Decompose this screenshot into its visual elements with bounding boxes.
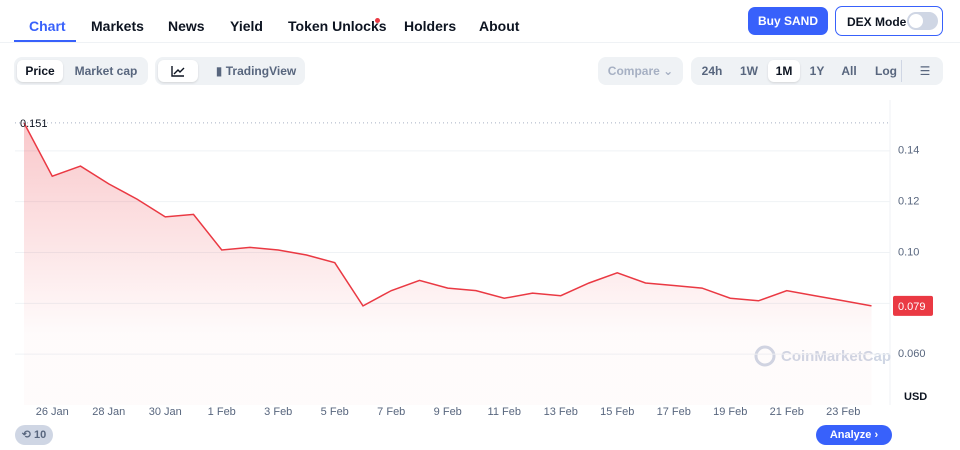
last-price-label: 0.079 [898, 301, 926, 313]
compare-button[interactable]: Compare ⌄ [598, 57, 683, 85]
unit-label: USD [904, 391, 927, 403]
tab[interactable]: Chart [29, 18, 66, 34]
dex-toggle[interactable]: DEX Mode [835, 6, 943, 36]
notification-dot [375, 18, 380, 23]
analyze-label: Analyze [829, 429, 872, 441]
switch [907, 12, 938, 30]
log-option[interactable]: Log [871, 60, 902, 82]
tab[interactable]: Token Unlocks [288, 18, 387, 34]
tradingview-label: TradingView [225, 64, 297, 78]
x-tick-label: 21 Feb [770, 406, 804, 418]
kind-option[interactable]: Market cap [74, 64, 138, 78]
active-indicator [14, 40, 76, 42]
kind-group: Price Market cap [14, 57, 148, 85]
x-tick-label: 7 Feb [377, 406, 405, 418]
tab[interactable]: News [168, 18, 205, 34]
x-tick-label: 11 Feb [488, 406, 521, 418]
history-count: 10 [34, 429, 47, 441]
history-badge[interactable]: ⟲ 10 [15, 425, 53, 445]
compare-text: Compare [607, 64, 660, 78]
range-option[interactable]: 1W [740, 64, 758, 78]
range-option[interactable]: 1M [768, 60, 800, 82]
divider [0, 42, 960, 43]
tab[interactable]: Yield [230, 18, 263, 34]
tab[interactable]: Markets [91, 18, 144, 34]
y-tick-label: 0.060 [898, 348, 926, 360]
x-tick-label: 17 Feb [657, 406, 691, 418]
x-tick-label: 15 Feb [600, 406, 634, 418]
dex-label: DEX Mode [847, 15, 907, 29]
tab[interactable]: About [479, 18, 520, 34]
high-label: 0.151 [20, 118, 48, 130]
x-tick-label: 5 Feb [321, 406, 349, 418]
y-tick-label: 0.10 [898, 246, 919, 258]
tab[interactable]: Holders [404, 18, 457, 34]
price-line [23, 122, 872, 307]
buy-button[interactable]: Buy SAND [748, 7, 828, 35]
kind-option[interactable]: Price [17, 60, 63, 82]
x-tick-label: 23 Feb [826, 406, 860, 418]
last-price-tag [893, 295, 933, 316]
x-tick-label: 30 Jan [149, 406, 182, 418]
y-tick-label: 0.12 [898, 196, 919, 208]
compare-label: Compare ⌄ [607, 64, 674, 78]
line-style[interactable] [158, 60, 198, 82]
style-group: ▮ TradingView [155, 57, 305, 85]
x-tick-label: 26 Jan [36, 406, 69, 418]
area [24, 122, 872, 405]
x-tick-label: 1 Feb [208, 406, 236, 418]
analyze-button[interactable]: Analyze › [816, 425, 892, 445]
x-tick-label: 19 Feb [713, 406, 747, 418]
tradingview-option[interactable]: ▮ TradingView [215, 64, 297, 78]
x-tick-label: 9 Feb [434, 406, 462, 418]
y-tick-label: 0.14 [898, 145, 919, 157]
x-tick-label: 3 Feb [264, 406, 292, 418]
x-tick-label: 13 Feb [544, 406, 578, 418]
settings-button[interactable]: ☰ [919, 64, 931, 78]
range-group: 24h 1W 1M 1Y All Log ☰ [691, 57, 943, 85]
range-option[interactable]: All [841, 64, 857, 78]
x-tick-label: 28 Jan [92, 406, 125, 418]
range-option[interactable]: 1Y [809, 64, 825, 78]
range-option[interactable]: 24h [701, 64, 723, 78]
